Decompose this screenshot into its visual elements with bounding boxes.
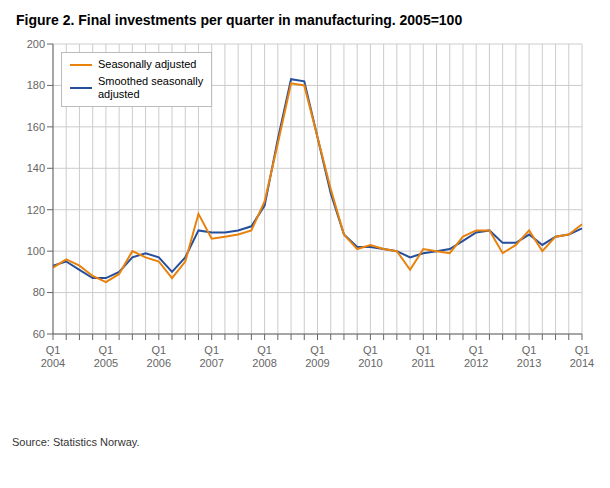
svg-text:Q12012: Q12012 bbox=[464, 344, 488, 369]
html-text:Seasonally adjusted: Seasonally adjusted bbox=[98, 58, 197, 70]
svg-text:Q12010: Q12010 bbox=[358, 344, 382, 369]
svg-text:60: 60 bbox=[33, 328, 45, 340]
svg-text:160: 160 bbox=[27, 121, 45, 133]
html-text:adjusted: adjusted bbox=[98, 88, 140, 100]
svg-text:Q12014: Q12014 bbox=[570, 344, 594, 369]
svg-text:100: 100 bbox=[27, 245, 45, 257]
svg-text:Q12013: Q12013 bbox=[517, 344, 541, 369]
svg-text:140: 140 bbox=[27, 162, 45, 174]
svg-text:Q12008: Q12008 bbox=[252, 344, 276, 369]
svg-text:Q12004: Q12004 bbox=[41, 344, 65, 369]
svg-text:Q12011: Q12011 bbox=[411, 344, 435, 369]
svg-text:200: 200 bbox=[27, 38, 45, 50]
html-text:Source: Statistics Norway.: Source: Statistics Norway. bbox=[12, 436, 140, 448]
svg-text:80: 80 bbox=[33, 286, 45, 298]
svg-text:Q12006: Q12006 bbox=[147, 344, 171, 369]
html-text:Smoothed seasonally: Smoothed seasonally bbox=[98, 75, 204, 87]
svg-text:120: 120 bbox=[27, 204, 45, 216]
svg-text:Q12005: Q12005 bbox=[94, 344, 118, 369]
svg-text:Q12007: Q12007 bbox=[199, 344, 223, 369]
svg-text:Q12009: Q12009 bbox=[305, 344, 329, 369]
svg-text:180: 180 bbox=[27, 79, 45, 91]
html-text:Figure 2. Final investments pe: Figure 2. Final investments per quarter … bbox=[16, 12, 463, 28]
